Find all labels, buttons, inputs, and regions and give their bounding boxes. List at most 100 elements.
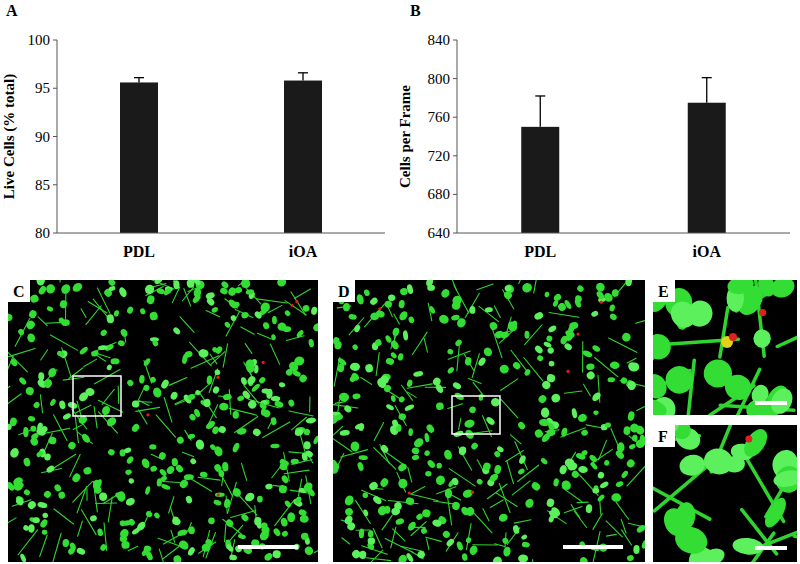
x-axis <box>57 233 385 234</box>
cell-body <box>187 433 196 439</box>
cell-body <box>493 450 501 458</box>
cell-body <box>294 495 303 504</box>
cell-body <box>279 462 288 470</box>
cell-process <box>298 479 301 496</box>
cell-body <box>609 312 618 321</box>
cell-body <box>343 303 350 311</box>
dead-cell <box>262 361 265 364</box>
cell-body <box>296 329 305 339</box>
cell-body <box>700 355 736 391</box>
cell-process <box>598 440 606 459</box>
cell-body <box>470 441 479 450</box>
cell-body <box>150 376 157 383</box>
cell-process <box>38 317 47 326</box>
cell-process <box>268 305 281 312</box>
cell-body <box>435 474 446 486</box>
cell-body <box>511 320 518 328</box>
cell-process <box>606 534 616 536</box>
cell-body <box>172 516 179 525</box>
cell-process <box>225 525 226 542</box>
cell-body <box>175 463 185 473</box>
error-cap <box>535 95 545 96</box>
cell-process <box>408 467 412 481</box>
y-tick-label: 840 <box>428 32 451 48</box>
cell-body <box>553 478 560 487</box>
cell-body <box>253 310 263 320</box>
cell-body <box>379 477 390 488</box>
cell-process <box>374 422 383 440</box>
cell-body <box>126 455 135 465</box>
cell-body <box>383 384 393 394</box>
cell-body <box>543 341 552 348</box>
cell-body <box>29 516 40 523</box>
cell-body <box>772 468 797 490</box>
y-tick-label: 800 <box>428 71 451 87</box>
cell-process <box>468 379 481 384</box>
cell-body <box>463 418 475 428</box>
cell-body <box>641 539 645 550</box>
cell-body <box>357 461 365 471</box>
error-bar <box>298 73 308 81</box>
cell-process <box>102 389 114 404</box>
cell-body <box>512 524 520 534</box>
cell-body <box>398 310 409 322</box>
cell-body <box>153 512 161 520</box>
cell-body <box>312 322 318 333</box>
image-panel: D <box>327 261 653 564</box>
cell-process <box>459 418 461 429</box>
cell-body <box>187 546 197 557</box>
cell-body <box>258 376 267 385</box>
cell-body <box>99 328 108 337</box>
image-background <box>8 280 318 562</box>
cell-body <box>374 338 382 347</box>
cell-body <box>445 538 455 548</box>
cell-body <box>485 307 493 313</box>
cell-body <box>353 324 361 333</box>
cell-body <box>26 387 35 396</box>
category-label: PDL <box>524 243 556 260</box>
cell-body <box>19 553 27 562</box>
cell-body <box>441 529 451 539</box>
panel-label-box <box>653 425 675 447</box>
cell-body <box>241 389 251 400</box>
cell-body <box>132 400 140 408</box>
cell-body <box>581 449 589 456</box>
cell-body <box>482 462 492 472</box>
cell-process <box>518 465 539 481</box>
cell-body <box>424 449 431 456</box>
cell-body <box>500 331 510 340</box>
cell-body <box>402 330 408 341</box>
cell-body <box>384 334 392 343</box>
cell-body <box>590 310 599 318</box>
cell-body <box>425 423 436 434</box>
cell-body <box>362 492 368 498</box>
cell-process <box>562 488 582 502</box>
cell-body <box>398 413 407 421</box>
cell-body <box>121 541 130 549</box>
cell-body <box>639 435 645 445</box>
cell-body <box>560 479 573 492</box>
cell-process <box>499 483 510 512</box>
cell-body <box>158 451 167 460</box>
cell-process <box>73 424 83 429</box>
dead-cell <box>759 309 766 316</box>
cell-process <box>391 527 396 548</box>
cell-body <box>390 395 396 403</box>
error-cap <box>702 77 712 78</box>
cell-body <box>599 480 610 489</box>
cell-body <box>58 316 66 324</box>
cell-body <box>226 543 235 553</box>
cell-body <box>143 283 156 296</box>
cell-body <box>280 517 288 527</box>
cell-process <box>136 407 160 411</box>
cell-body <box>534 344 545 354</box>
error-stem <box>138 78 139 83</box>
cell-body <box>28 309 38 319</box>
cell-body <box>447 348 455 355</box>
cell-body <box>385 357 395 366</box>
cell-body <box>270 443 280 448</box>
y-tick <box>53 40 57 41</box>
cell-body <box>43 489 53 499</box>
cell-body <box>582 349 594 358</box>
cell-body <box>397 353 404 361</box>
